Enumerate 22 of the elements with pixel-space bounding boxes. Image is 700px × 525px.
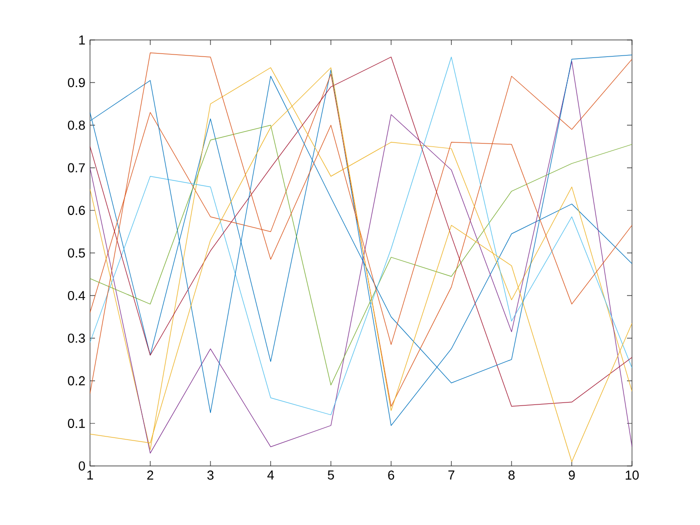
x-tick-label: 4 [267,470,274,480]
y-tick-label: 0.7 [68,163,85,172]
y-tick-label: 0.4 [68,290,86,300]
x-tick-label: 10 [626,470,639,480]
y-tick-label: 0.9 [68,78,85,88]
x-tick-label: 6 [388,470,394,480]
line-series [90,124,632,386]
x-tick-label: 7 [448,470,454,480]
x-tick-label: 5 [328,470,334,480]
x-tick-label: 2 [147,470,154,480]
y-tick-label: 0.3 [68,334,85,343]
y-tick-label: 1 [79,36,85,44]
y-tick-label: 0.8 [68,120,85,130]
x-tick-label: 3 [207,470,214,480]
y-tick-label: 0.6 [68,206,85,215]
y-tick-label: 0.1 [68,418,85,428]
y-tick-label: 0.5 [68,248,85,258]
x-tick-label: 8 [508,470,515,480]
y-tick-label: 0.2 [68,376,85,386]
x-tick-label: 9 [568,470,575,480]
x-tick-label: 1 [87,470,93,480]
y-tick-label: 0 [78,461,85,471]
